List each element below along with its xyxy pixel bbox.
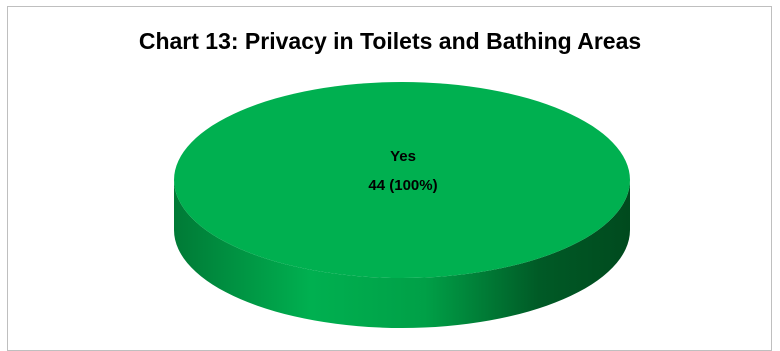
pie-slices <box>174 82 630 328</box>
pie-labels: Yes 44 (100%) <box>368 148 437 194</box>
pie-slice-yes <box>174 82 630 278</box>
pie-slice-side <box>174 180 630 328</box>
slice-label-name: Yes <box>390 148 416 165</box>
slice-label-value: 44 (100%) <box>368 177 437 194</box>
pie-chart: Yes 44 (100%) <box>174 82 630 328</box>
chart-title: Chart 13: Privacy in Toilets and Bathing… <box>138 28 642 54</box>
